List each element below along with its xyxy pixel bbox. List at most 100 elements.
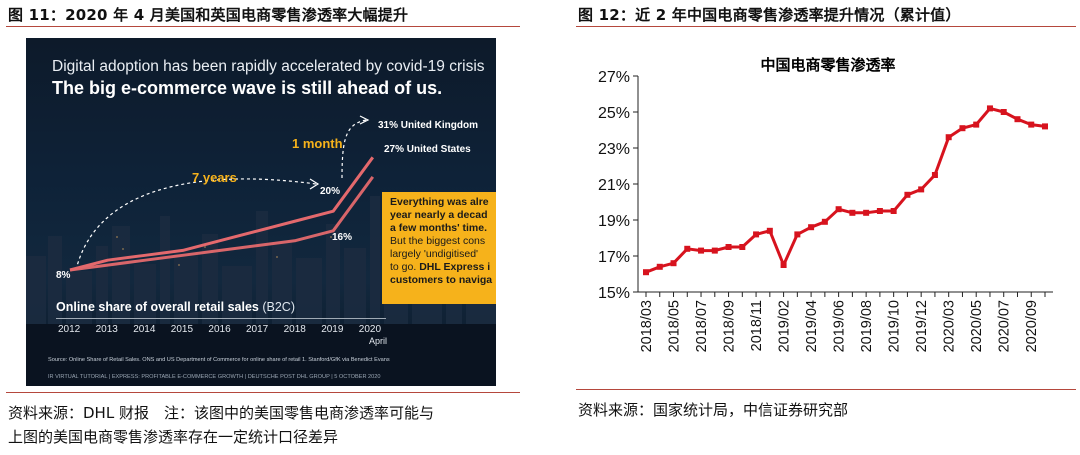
slide-year-label: 2014 bbox=[133, 324, 156, 335]
x-tick-label: 2020/07 bbox=[997, 300, 1013, 352]
slide-axis-line bbox=[56, 318, 386, 319]
slide-line-chart bbox=[69, 115, 375, 272]
slide-year-label: 2016 bbox=[208, 324, 231, 335]
data-point bbox=[821, 218, 828, 225]
callout-line-6b: DHL Express i bbox=[419, 261, 491, 273]
data-point bbox=[890, 208, 897, 214]
label-us: 27% United States bbox=[384, 144, 471, 155]
data-point bbox=[918, 186, 925, 193]
china-ecommerce-chart: 中国电商零售渗透率 15%17%19%21%23%25%27% 2018/03 2… bbox=[598, 56, 1053, 352]
callout-line-3: a few months' time. bbox=[390, 222, 488, 234]
y-tick-label: 25% bbox=[598, 105, 630, 122]
data-point bbox=[904, 191, 911, 198]
x-tick-label: 2018/05 bbox=[667, 300, 683, 352]
slide-footer-note: IR VIRTUAL TUTORIAL | EXPRESS: PROFITABL… bbox=[48, 374, 381, 380]
data-point bbox=[766, 227, 773, 234]
slide-year-label: 2017 bbox=[246, 324, 269, 335]
slide-callout-box: Everything was alre year nearly a decad … bbox=[382, 192, 496, 304]
series-line-china bbox=[645, 106, 1046, 274]
left-source-rule bbox=[6, 392, 520, 393]
data-point bbox=[753, 231, 760, 238]
data-point bbox=[959, 125, 966, 132]
x-tick-label: 2018/09 bbox=[722, 300, 738, 352]
callout-line-7: customers to naviga bbox=[390, 274, 493, 286]
callout-line-4: But the biggest cons bbox=[390, 235, 486, 247]
x-axis: 2018/03 2018/05 2018/07 2018/09 2018/11 2019/… bbox=[638, 291, 1053, 352]
slide-headline-1: Digital adoption has been rapidly accele… bbox=[52, 58, 485, 75]
data-point bbox=[986, 105, 993, 112]
right-figure-title: 图 12：近 2 年中国电商零售渗透率提升情况（累计值） bbox=[578, 6, 961, 24]
slide-year-label: 2020 bbox=[358, 324, 382, 335]
chart-title: 中国电商零售渗透率 bbox=[760, 56, 895, 74]
callout-line-5: largely 'undigitised' bbox=[390, 248, 479, 260]
arrow-7years-head bbox=[309, 178, 320, 190]
slide-year-label: 2015 bbox=[170, 324, 194, 335]
x-tick-label: 2020/03 bbox=[942, 300, 958, 352]
data-point bbox=[643, 269, 649, 276]
x-tick-label: 2018/03 bbox=[639, 300, 655, 352]
slide-headline-2: The big e-commerce wave is still ahead o… bbox=[52, 78, 443, 98]
y-tick-label: 19% bbox=[598, 213, 630, 230]
series-points bbox=[643, 105, 1048, 276]
slide-line-uk bbox=[69, 156, 375, 272]
data-point bbox=[670, 260, 677, 267]
x-tick-label: 2018/11 bbox=[749, 300, 765, 351]
slide-axis-title: Online share of overall retail sales (B2… bbox=[56, 300, 295, 314]
data-point bbox=[973, 121, 980, 128]
x-tick-label: 2020/05 bbox=[969, 300, 985, 352]
data-point bbox=[698, 247, 705, 254]
slide-axis-title-main: Online share of overall retail sales bbox=[56, 300, 259, 314]
label-20pct: 20% bbox=[320, 186, 341, 197]
left-title-rule bbox=[6, 26, 520, 27]
label-uk: 31% United Kingdom bbox=[378, 120, 479, 131]
data-point bbox=[739, 244, 746, 250]
data-point bbox=[794, 231, 801, 238]
data-point bbox=[863, 209, 870, 216]
slide-year-2020-sub: April bbox=[369, 336, 388, 346]
data-point bbox=[656, 263, 663, 270]
x-tick-label: 2019/02 bbox=[777, 300, 793, 352]
data-point bbox=[711, 247, 718, 254]
left-figure-title: 图 11：2020 年 4 月美国和英国电商零售渗透率大幅提升 bbox=[8, 6, 409, 24]
x-tick-label: 2020/09 bbox=[1024, 300, 1040, 352]
x-tick-label: 2019/12 bbox=[914, 300, 930, 352]
label-8pct: 8% bbox=[56, 270, 71, 281]
dhl-slide-image: Digital adoption has been rapidly accele… bbox=[26, 38, 496, 386]
y-axis: 15% 17% 19% 21% 23% 25% 27% bbox=[598, 69, 639, 302]
arrow-1month-head bbox=[359, 115, 370, 125]
data-point bbox=[1028, 121, 1035, 128]
callout-line-2: year nearly a decad bbox=[390, 209, 488, 221]
slide-year-label: 2019 bbox=[321, 324, 344, 335]
label-7years: 7 years bbox=[192, 170, 237, 185]
slide-year-label: 2018 bbox=[283, 324, 306, 335]
x-tick-label: 2019/08 bbox=[859, 300, 875, 352]
x-tick-label: 2019/10 bbox=[887, 300, 903, 352]
callout-line-1: Everything was alre bbox=[390, 196, 489, 208]
callout-line-6a: to go. bbox=[390, 261, 420, 273]
label-16pct: 16% bbox=[332, 232, 353, 243]
data-point bbox=[684, 245, 691, 252]
arrow-1month bbox=[341, 119, 367, 179]
y-tick-label: 17% bbox=[598, 249, 630, 266]
data-point bbox=[1042, 123, 1048, 130]
x-tick-label: 2018/07 bbox=[694, 300, 710, 352]
data-point bbox=[876, 208, 883, 214]
data-point bbox=[945, 134, 952, 141]
data-point bbox=[931, 172, 938, 178]
label-1month: 1 month bbox=[292, 136, 343, 151]
left-source-line-1: 资料来源：DHL 财报 注：该图中的美国零售电商渗透率可能与 bbox=[8, 404, 434, 422]
data-point bbox=[849, 209, 856, 216]
x-tick-label: 2019/04 bbox=[804, 300, 820, 352]
slide-line-us bbox=[69, 176, 375, 272]
x-tick-label: 2019/06 bbox=[832, 300, 848, 352]
y-tick-label: 27% bbox=[598, 69, 630, 86]
slide-source-note: Source: Online Share of Retail Sales. ON… bbox=[48, 357, 390, 363]
right-source-rule bbox=[576, 389, 1076, 390]
left-source-line-2: 上图的美国电商零售渗透率存在一定统计口径差异 bbox=[8, 428, 339, 446]
slide-bottom-band bbox=[26, 324, 496, 386]
slide-axis-title-suffix: (B2C) bbox=[258, 300, 295, 314]
data-point bbox=[1000, 109, 1007, 115]
city-skyline bbox=[26, 196, 496, 326]
y-tick-label: 23% bbox=[598, 141, 630, 158]
data-point bbox=[725, 244, 732, 250]
